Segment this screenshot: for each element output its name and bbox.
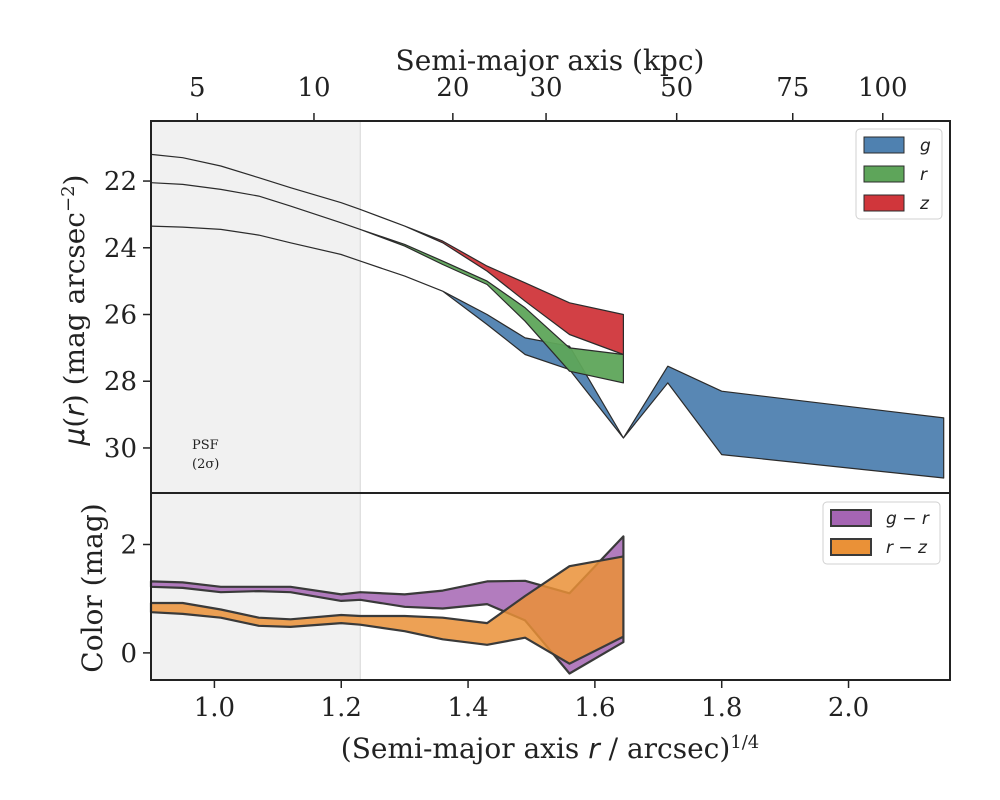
series-band-top-1 — [150, 182, 624, 384]
series-band-top-2 — [150, 153, 624, 356]
top-xtick-label-0: 5 — [189, 73, 206, 103]
bottom-panel-xticks: 1.0 1.2 1.4 1.6 1.8 2.0 — [194, 680, 869, 723]
top-xtick-label-6: 100 — [858, 73, 908, 103]
top-xtick-label-2: 20 — [436, 73, 469, 103]
bottom-ytick-label-0: 0 — [120, 639, 137, 669]
top-ytick-label-4: 30 — [104, 434, 137, 464]
top-xtick-label-5: 75 — [776, 73, 809, 103]
top-y-axis-label: μ(r) (mag arcsec−2) — [58, 175, 91, 447]
top-xtick-label-1: 10 — [297, 73, 330, 103]
bottom-xtick-label-4: 1.8 — [701, 693, 742, 723]
bottom-xtick-label-2: 1.4 — [447, 693, 488, 723]
bottom-xtick-label-0: 1.0 — [194, 693, 235, 723]
top-panel-yticks: 22 24 26 28 30 — [104, 167, 151, 464]
top-panel-series — [150, 153, 945, 479]
top-legend-swatch-g — [863, 136, 905, 154]
bottom-legend-swatch-0 — [830, 509, 872, 527]
bottom-legend-swatch-1 — [830, 538, 872, 556]
series-band-top-0 — [150, 225, 945, 479]
bottom-y-axis-label: Color (mag) — [76, 503, 109, 672]
bottom-xtick-label-1: 1.2 — [321, 693, 362, 723]
top-legend: grz — [855, 128, 943, 220]
series-band-bottom-1 — [149, 555, 625, 665]
top-ytick-label-3: 28 — [104, 367, 137, 397]
psf-label-line1: PSF — [192, 438, 219, 453]
top-legend-swatch-z — [863, 194, 905, 212]
bottom-xtick-label-3: 1.6 — [574, 693, 615, 723]
top-legend-swatch-r — [863, 165, 905, 183]
bottom-legend: g − r r − z — [822, 501, 941, 565]
top-xtick-label-3: 30 — [530, 73, 563, 103]
top-ytick-label-0: 22 — [104, 167, 137, 197]
top-legend-label-g: g — [920, 136, 931, 156]
top-xtick-label-4: 50 — [660, 73, 693, 103]
bottom-xtick-label-5: 2.0 — [828, 693, 869, 723]
bottom-legend-label-1: r − z — [886, 538, 928, 558]
top-legend-label-z: z — [919, 194, 930, 214]
top-ytick-label-2: 26 — [104, 301, 137, 331]
top-axis-ticks: 5 10 20 30 50 75 100 — [189, 73, 908, 121]
top-legend-label-r: r — [920, 165, 928, 185]
top-x-axis-label: Semi-major axis (kpc) — [396, 44, 705, 77]
bottom-panel-frame — [150, 492, 951, 681]
bottom-legend-label-0: g − r — [886, 509, 930, 529]
psf-region-top — [151, 121, 361, 493]
top-ytick-label-1: 24 — [104, 234, 137, 264]
psf-label-line2: (2σ) — [192, 457, 219, 472]
bottom-panel-series — [149, 535, 625, 675]
bottom-panel-yticks: 02 — [120, 530, 151, 669]
bottom-ytick-label-1: 2 — [120, 530, 137, 560]
bottom-x-axis-label: (Semi-major axis r / arcsec)1/4 — [341, 732, 759, 765]
